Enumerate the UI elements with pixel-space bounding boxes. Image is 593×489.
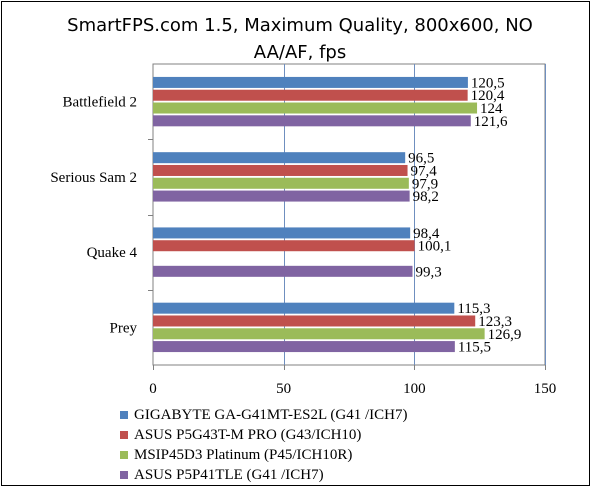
chart-legend: GIGABYTE GA-G41MT-ES2L (G41 /ICH7) ASUS P…: [120, 405, 540, 485]
bar-1: [153, 227, 411, 239]
data-label: 96,5: [408, 151, 434, 167]
data-label: 126,9: [488, 327, 522, 343]
bar-3: [153, 177, 409, 189]
legend-swatch: [120, 451, 128, 459]
bar-1: [153, 152, 406, 164]
legend-swatch: [120, 411, 128, 419]
bar-3: [153, 102, 478, 114]
legend-swatch: [120, 431, 128, 439]
category-label: Battlefield 2: [62, 95, 137, 111]
legend-item: ASUS P5G43T-M PRO (G43/ICH10): [120, 425, 540, 445]
category-label: Prey: [110, 320, 138, 336]
legend-label: ASUS P5G43T-M PRO (G43/ICH10): [134, 426, 362, 443]
data-label: 115,5: [458, 340, 491, 356]
x-tick-label: 150: [534, 381, 557, 397]
data-label: 120,4: [471, 88, 505, 104]
data-label: 121,6: [474, 114, 508, 130]
legend-item: MSIP45D3 Platinum (P45/ICH10R): [120, 445, 540, 465]
bar-2: [153, 240, 415, 252]
x-tick-label: 100: [403, 381, 426, 397]
data-label: 120,5: [471, 75, 505, 91]
legend-label: ASUS P5P41TLE (G41 /ICH7): [134, 466, 324, 483]
data-label: 97,9: [412, 176, 438, 192]
data-label: 123,3: [478, 314, 512, 330]
data-label: 98,2: [413, 189, 439, 205]
bar-2: [153, 89, 468, 101]
bar-4: [153, 341, 455, 353]
bar-2: [153, 164, 408, 176]
bar-4: [153, 115, 471, 127]
legend-swatch: [120, 471, 128, 479]
legend-item: ASUS P5P41TLE (G41 /ICH7): [120, 465, 540, 485]
category-label: Serious Sam 2: [50, 170, 137, 186]
data-label: 98,4: [413, 226, 440, 242]
bar-3: [153, 328, 485, 340]
data-label: 124: [480, 101, 503, 117]
bar-1: [153, 302, 455, 314]
legend-label: MSIP45D3 Platinum (P45/ICH10R): [134, 446, 353, 463]
bar-2: [153, 315, 476, 327]
bar-4: [153, 265, 413, 277]
data-label: 97,4: [411, 163, 438, 179]
category-label: Quake 4: [87, 245, 138, 261]
bar-1: [153, 76, 468, 88]
legend-item: GIGABYTE GA-G41MT-ES2L (G41 /ICH7): [120, 405, 540, 425]
x-tick-label: 0: [149, 381, 157, 397]
bar-4: [153, 190, 410, 202]
legend-label: GIGABYTE GA-G41MT-ES2L (G41 /ICH7): [134, 406, 408, 423]
chart-title: SmartFPS.com 1.5, Maximum Quality, 800x6…: [67, 15, 533, 63]
data-label: 99,3: [416, 264, 442, 280]
data-label: 115,3: [457, 301, 490, 317]
x-tick-label: 50: [276, 381, 291, 397]
data-label: 100,1: [418, 239, 452, 255]
